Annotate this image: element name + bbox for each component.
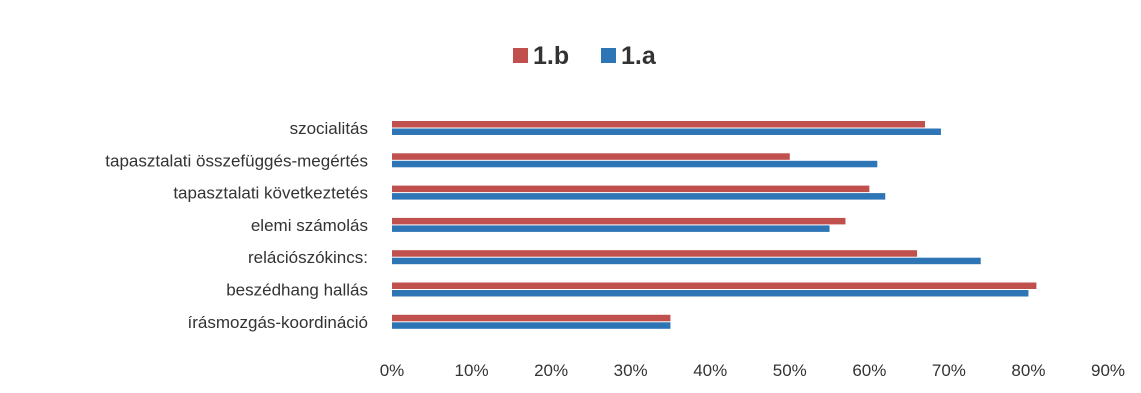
bar-1.b-5 xyxy=(392,250,918,257)
bar-1.b-3 xyxy=(392,185,870,193)
x-tick-label: 50% xyxy=(773,361,807,380)
value-axis-ticks: 0% 10% 20% 30% 40% 50% 60% 70% 80% 90% xyxy=(380,361,1125,380)
category-label: elemi számolás xyxy=(251,216,368,235)
bar-1.b-2 xyxy=(392,153,790,160)
bar-1.b-6 xyxy=(392,282,1037,289)
bar-1.b-1 xyxy=(392,121,926,128)
bar-1.a-1 xyxy=(392,128,941,135)
x-tick-label: 20% xyxy=(534,361,568,380)
bar-series xyxy=(392,121,1037,329)
bar-1.b-7 xyxy=(392,314,671,322)
bar-1.a-7 xyxy=(392,322,671,329)
legend-swatch-1.a xyxy=(601,48,616,63)
category-label: szocialitás xyxy=(290,119,368,138)
bar-1.b-4 xyxy=(392,217,846,225)
x-tick-label: 60% xyxy=(852,361,886,380)
bar-1.a-5 xyxy=(392,257,981,265)
legend-label-1.b: 1.b xyxy=(533,42,569,70)
legend-swatch-1.b xyxy=(513,48,528,63)
bar-1.a-6 xyxy=(392,290,1029,297)
x-tick-label: 10% xyxy=(455,361,489,380)
chart-legend: 1.b 1.a xyxy=(513,42,657,70)
bar-1.a-3 xyxy=(392,193,886,200)
x-tick-label: 0% xyxy=(380,361,405,380)
x-tick-label: 70% xyxy=(932,361,966,380)
category-label: írásmozgás-koordináció xyxy=(188,313,368,332)
x-tick-label: 40% xyxy=(693,361,727,380)
x-tick-label: 80% xyxy=(1011,361,1045,380)
category-label: beszédhang hallás xyxy=(226,281,368,300)
category-label: tapasztalati összefüggés-megértés xyxy=(105,151,368,170)
category-axis-labels: szocialitás tapasztalati összefüggés-megé… xyxy=(105,119,368,332)
bar-1.a-2 xyxy=(392,160,878,168)
x-tick-label: 30% xyxy=(614,361,648,380)
category-label: tapasztalati következtetés xyxy=(173,184,368,203)
bar-1.a-4 xyxy=(392,225,830,232)
legend-label-1.a: 1.a xyxy=(621,42,657,70)
category-label: relációszókincs: xyxy=(248,248,368,267)
x-tick-label: 90% xyxy=(1091,361,1125,380)
